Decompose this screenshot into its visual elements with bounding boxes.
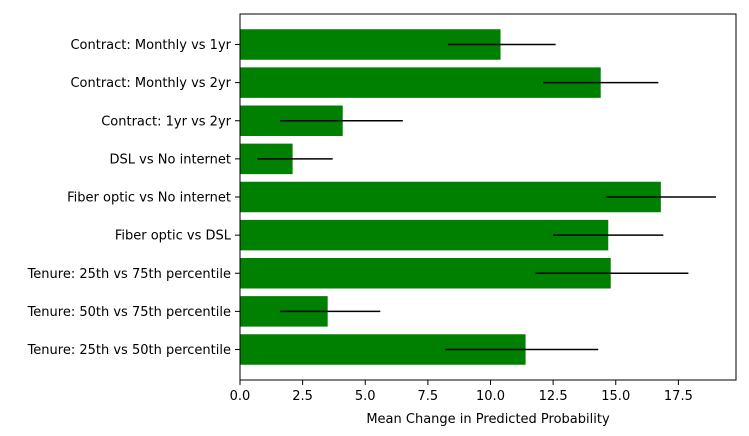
y-tick-label: Tenure: 25th vs 75th percentile <box>27 267 231 282</box>
y-axis: Contract: Monthly vs 1yr Contract: Monthl… <box>27 38 240 358</box>
y-tick-label: DSL vs No internet <box>110 152 231 167</box>
x-tick-label: 10.0 <box>476 389 505 404</box>
y-tick-label: Contract: Monthly vs 2yr <box>70 76 231 91</box>
bar <box>240 219 609 251</box>
y-tick-label: Fiber optic vs DSL <box>115 229 232 244</box>
x-axis-label: Mean Change in Predicted Probability <box>366 412 610 427</box>
x-tick-label: 15.0 <box>601 389 630 404</box>
x-axis: 0.0 2.5 5.0 7.5 10.0 12.5 15.0 17.5 <box>230 380 693 404</box>
x-tick-label: 2.5 <box>292 389 313 404</box>
y-tick-label: Tenure: 25th vs 50th percentile <box>27 343 231 358</box>
y-tick-label: Tenure: 50th vs 75th percentile <box>27 305 231 320</box>
bar <box>240 181 661 213</box>
x-tick-label: 12.5 <box>539 389 568 404</box>
bars-layer <box>240 29 661 365</box>
y-tick-label: Contract: Monthly vs 1yr <box>70 38 231 53</box>
x-tick-label: 17.5 <box>664 389 693 404</box>
y-tick-label: Contract: 1yr vs 2yr <box>101 114 231 129</box>
bar <box>240 67 601 98</box>
y-tick-label: Fiber optic vs No internet <box>67 191 231 206</box>
x-tick-label: 0.0 <box>230 389 251 404</box>
x-tick-label: 5.0 <box>355 389 376 404</box>
x-tick-label: 7.5 <box>418 389 439 404</box>
error-bars-layer <box>257 43 716 351</box>
